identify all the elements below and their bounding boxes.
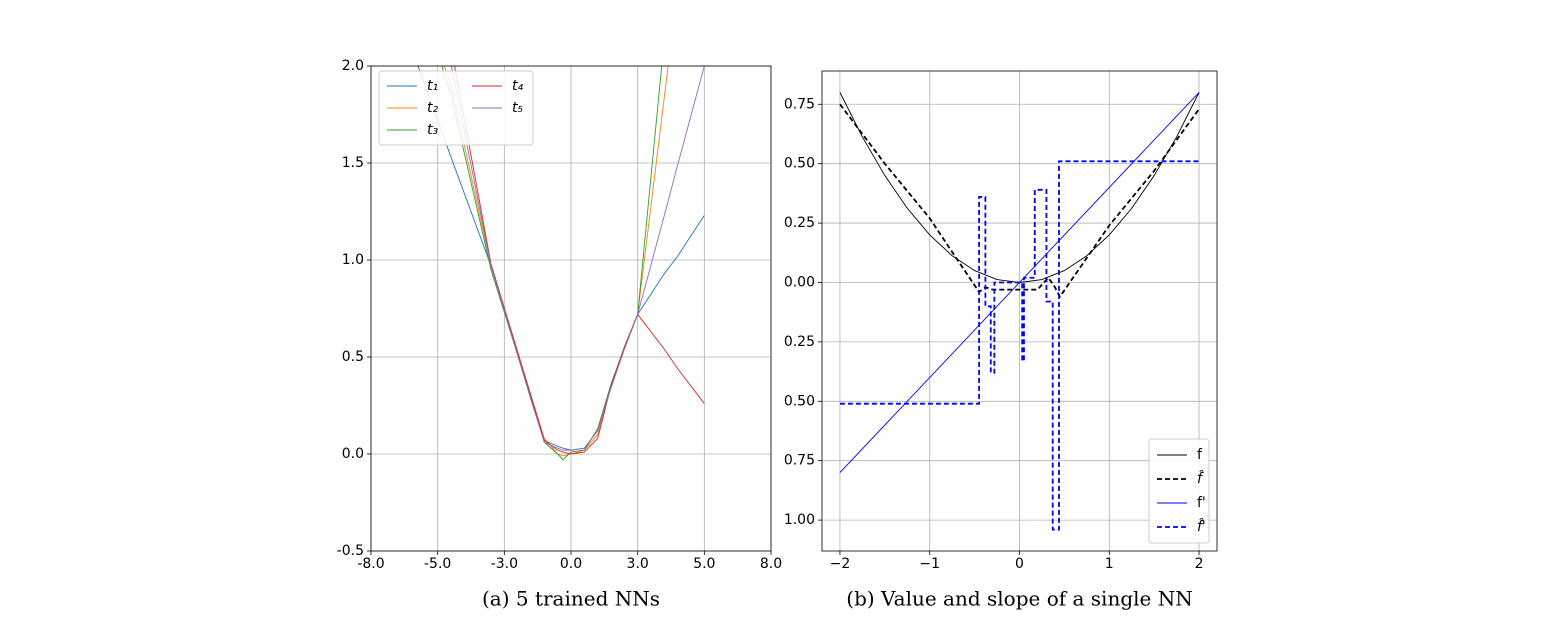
y-tick-label: 0.50	[784, 393, 815, 409]
x-tick-label: 2	[1195, 556, 1204, 572]
legend-label: t₁	[427, 78, 438, 94]
y-tick-label: 0.75	[784, 96, 815, 112]
x-tick-label: -3.0	[491, 556, 518, 572]
y-tick-label: 0.0	[342, 446, 364, 462]
legend-box	[378, 70, 534, 146]
y-tick-label: 0.5	[342, 349, 364, 365]
x-tick-label: -5.0	[424, 556, 451, 572]
x-tick-label: 5.0	[693, 556, 715, 572]
axes-frame	[821, 70, 1218, 552]
legend-label: f'	[1197, 495, 1206, 511]
y-tick-label: 0.00	[784, 274, 815, 290]
legend-label: t₄	[512, 78, 523, 94]
caption: (b) Value and slope of a single NN	[846, 587, 1192, 611]
caption: (a) 5 trained NNs	[482, 587, 660, 611]
legend-label: t₅	[512, 100, 523, 116]
y-tick-label: 1.00	[784, 512, 815, 528]
series-line	[839, 103, 1200, 299]
y-tick-label: 2.0	[342, 58, 364, 74]
x-tick-label: −1	[919, 556, 940, 572]
legend-label: t₂	[427, 100, 438, 116]
legend-label: f̂	[1197, 470, 1204, 487]
x-tick-label: 8.0	[760, 556, 782, 572]
y-tick-label: 1.5	[342, 155, 364, 171]
x-tick-label: −2	[830, 556, 851, 572]
legend-label: f̂'	[1197, 518, 1206, 535]
y-tick-label: 1.0	[342, 252, 364, 268]
legend-label: t₃	[427, 122, 438, 138]
legend-box	[1148, 438, 1210, 544]
y-tick-label: 0.25	[784, 215, 815, 231]
series-line	[454, 66, 705, 455]
y-tick-label: 0.50	[784, 156, 815, 172]
series-line	[839, 160, 1200, 531]
y-tick-label: 0.25	[784, 334, 815, 350]
series-line	[450, 66, 705, 451]
x-tick-label: 1	[1105, 556, 1114, 572]
x-tick-label: 3.0	[627, 556, 649, 572]
legend-label: f	[1197, 447, 1203, 463]
x-tick-label: -8.0	[357, 556, 384, 572]
y-tick-label: -0.5	[337, 543, 364, 559]
axes-frame	[370, 65, 772, 552]
x-tick-label: 0.0	[560, 556, 582, 572]
y-tick-label: 0.75	[784, 453, 815, 469]
x-tick-label: 0	[1015, 556, 1024, 572]
